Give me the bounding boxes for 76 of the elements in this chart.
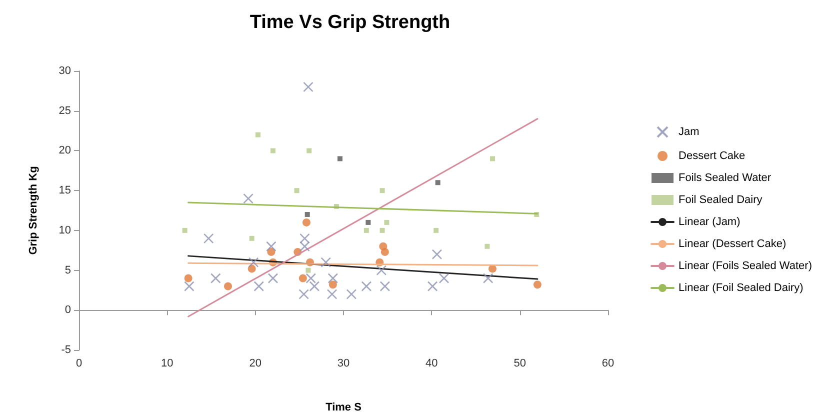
point (255, 132, 260, 138)
y-tick-label: 0 (64, 304, 71, 316)
point (364, 228, 369, 233)
point (380, 188, 385, 194)
point (380, 281, 390, 292)
point (184, 281, 194, 292)
point (533, 280, 542, 289)
point (302, 218, 310, 226)
point (482, 273, 494, 284)
legend-label: Foil Sealed Dairy (678, 194, 763, 206)
point (224, 282, 232, 290)
point (294, 188, 300, 194)
point (267, 248, 276, 256)
legend-label: Jam (678, 126, 700, 138)
point (427, 281, 438, 292)
x-tick-label: 60 (602, 358, 614, 370)
point (366, 220, 371, 225)
y-tick-label: -5 (61, 344, 71, 356)
point (248, 257, 259, 268)
x-tick-label: 50 (514, 358, 526, 370)
point (243, 193, 254, 204)
point (268, 273, 278, 284)
point (210, 273, 221, 284)
point (326, 289, 338, 300)
point (306, 148, 312, 154)
x-tick-label: 40 (426, 358, 438, 370)
point (484, 244, 490, 249)
point (303, 82, 314, 92)
point (328, 273, 338, 284)
point (320, 257, 332, 268)
legend-label: Linear (Foils Sealed Water) (678, 260, 812, 272)
point (384, 220, 390, 225)
point (337, 156, 342, 162)
point (182, 228, 188, 233)
point (432, 249, 442, 260)
point (248, 264, 256, 273)
point (249, 236, 254, 241)
point (434, 228, 439, 233)
chart-title: Time Vs Grip Strength (250, 12, 450, 33)
point (298, 274, 307, 282)
point (328, 280, 337, 289)
y-tick-label: 25 (58, 104, 71, 117)
point (184, 274, 192, 282)
legend-label: Dessert Cake (678, 150, 746, 162)
x-tick-label: 0 (76, 358, 82, 370)
point (254, 281, 264, 292)
point (380, 248, 389, 256)
point (490, 156, 495, 162)
x-axis-title: Time S (326, 402, 362, 414)
point (203, 233, 214, 244)
legend-label: Foils Sealed Water (678, 172, 772, 184)
x-tick-label: 20 (249, 358, 262, 370)
x-tick-label: 10 (161, 358, 174, 370)
point (361, 281, 372, 292)
point (306, 273, 316, 284)
point (306, 268, 311, 273)
point (380, 228, 385, 233)
legend-label: Linear (Foil Sealed Dairy) (678, 282, 804, 294)
y-axis-title: Grip Strength Kg (28, 166, 40, 255)
point (435, 180, 440, 186)
legend-label: Linear (Dessert Cake) (678, 238, 786, 250)
point (346, 289, 357, 300)
y-tick-label: 5 (64, 264, 71, 276)
point (376, 265, 387, 276)
y-tick-label: 10 (58, 224, 71, 236)
point (266, 241, 276, 252)
point (309, 281, 320, 292)
y-tick-label: 15 (58, 184, 71, 197)
x-tick-label: 30 (337, 358, 350, 370)
y-tick-label: 30 (58, 65, 71, 77)
point (438, 273, 450, 284)
legend-label: Linear (Jam) (678, 216, 740, 228)
point (298, 289, 309, 300)
point (304, 212, 310, 217)
point (270, 148, 276, 154)
y-tick-label: 20 (58, 144, 71, 157)
